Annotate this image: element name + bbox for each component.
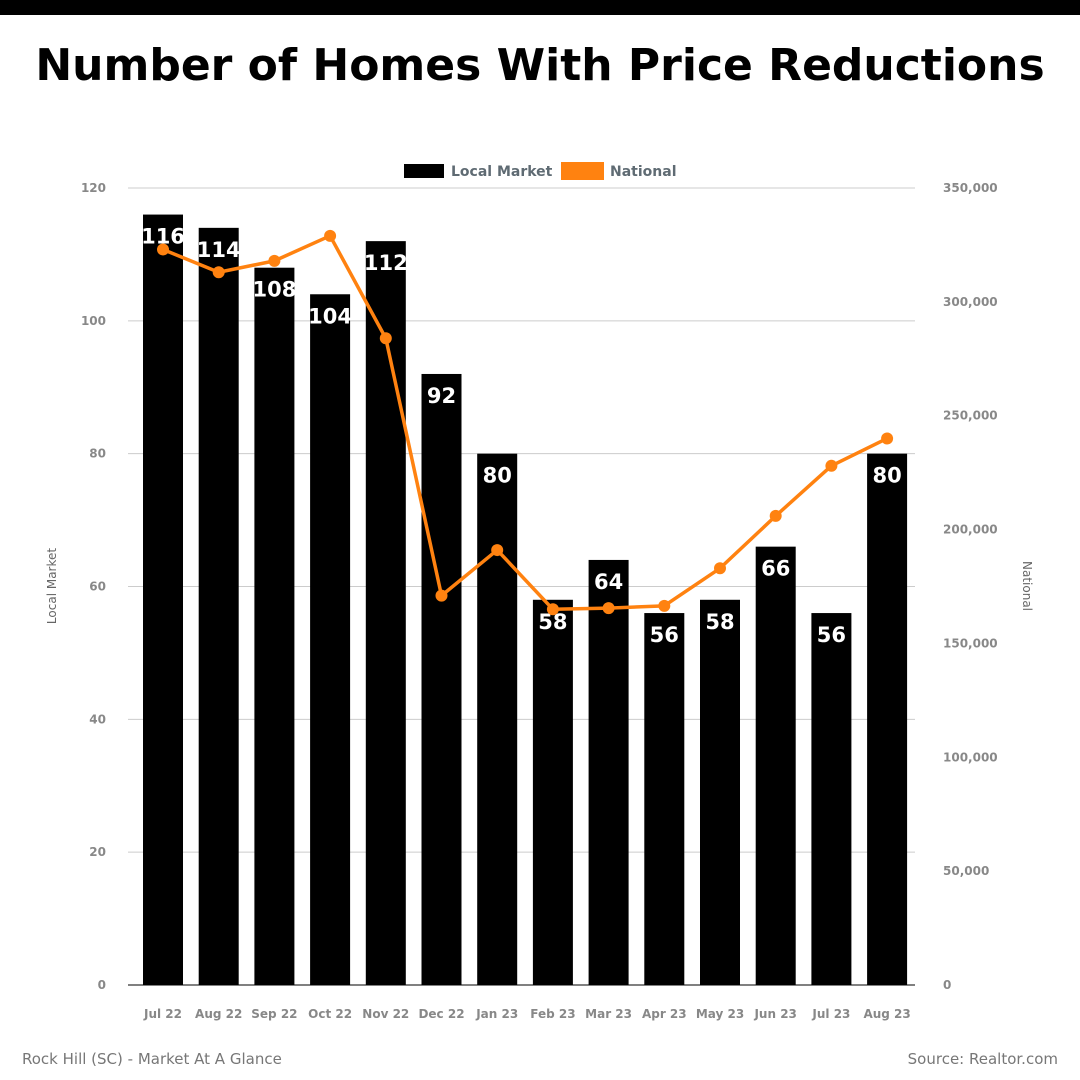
national-point [825,459,838,472]
bar [644,613,685,985]
national-point [546,603,559,616]
bar-value-label: 104 [308,304,352,328]
y-left-tick-label: 120 [81,181,106,195]
bar-value-label: 112 [364,251,408,275]
x-tick-label: Dec 22 [418,1007,464,1021]
top-bar [0,0,1080,15]
x-tick-label: Jan 23 [475,1007,518,1021]
y-right-tick-label: 250,000 [943,409,998,423]
footer-source: Source: Realtor.com [907,1050,1058,1068]
bar-value-label: 114 [197,238,241,262]
bar-value-label: 80 [872,464,901,488]
bar-value-label: 56 [817,623,846,647]
bar [700,599,740,985]
bar [755,546,796,985]
legend-swatch-national [561,162,604,180]
y-right-tick-label: 150,000 [943,636,998,650]
bar-value-label: 92 [427,384,456,408]
x-tick-label: May 23 [696,1007,744,1021]
bar-value-label: 64 [594,570,623,594]
bar-value-label: 56 [650,623,679,647]
bar [365,241,406,986]
national-point [881,432,894,445]
x-tick-label: Aug 22 [195,1007,242,1021]
bar [421,373,462,985]
bar [198,227,239,986]
bar [867,453,908,986]
bar [811,613,852,985]
x-tick-label: Jul 23 [811,1007,850,1021]
national-point [157,243,169,256]
chart-title: Number of Homes With Price Reductions [35,40,1045,91]
y-right-tick-label: 300,000 [943,295,998,309]
y-left-axis-title: Local Market [45,548,59,624]
bar [143,214,183,986]
national-point [658,599,671,612]
national-point [769,509,782,522]
national-point [268,254,281,267]
x-tick-label: Sep 22 [251,1007,297,1021]
y-right-tick-label: 50,000 [943,864,989,878]
y-left-tick-label: 80 [89,447,106,461]
bar-value-label: 80 [483,464,512,488]
y-left-tick-label: 60 [89,580,106,594]
x-tick-label: Apr 23 [642,1007,687,1021]
footer-market-label: Rock Hill (SC) - Market At A Glance [22,1050,282,1068]
x-tick-label: Aug 23 [863,1007,910,1021]
x-tick-label: Nov 22 [362,1007,409,1021]
bar-value-label: 66 [761,557,790,581]
national-point [212,266,225,279]
y-left-tick-label: 20 [89,845,106,859]
bar [588,559,629,985]
national-point [714,562,726,575]
x-tick-label: Mar 23 [585,1007,632,1021]
y-right-tick-label: 350,000 [943,181,998,195]
legend-label-local: Local Market [451,164,553,180]
y-right-tick-label: 200,000 [943,523,998,537]
x-tick-label: Oct 22 [308,1007,352,1021]
national-point [379,332,392,345]
y-left-tick-label: 0 [98,978,106,992]
bar-value-label: 108 [252,278,296,302]
y-right-axis-title: National [1020,561,1034,611]
bar [254,267,295,985]
x-tick-label: Feb 23 [530,1007,575,1021]
y-left-tick-label: 40 [89,712,106,726]
national-point [602,602,615,615]
national-point [491,544,504,557]
y-left-tick-label: 100 [81,314,106,328]
bar [310,294,351,985]
legend-swatch-local [404,164,444,178]
y-right-tick-label: 0 [943,978,951,992]
legend-label-national: National [610,164,677,180]
bar [477,453,518,986]
y-right-tick-label: 100,000 [943,750,998,764]
bar-value-label: 58 [705,610,734,634]
x-tick-label: Jun 23 [753,1007,796,1021]
bar [532,599,573,985]
national-series-line [162,234,888,612]
x-tick-label: Jul 22 [143,1007,182,1021]
national-point [324,229,337,242]
national-point [435,589,448,602]
